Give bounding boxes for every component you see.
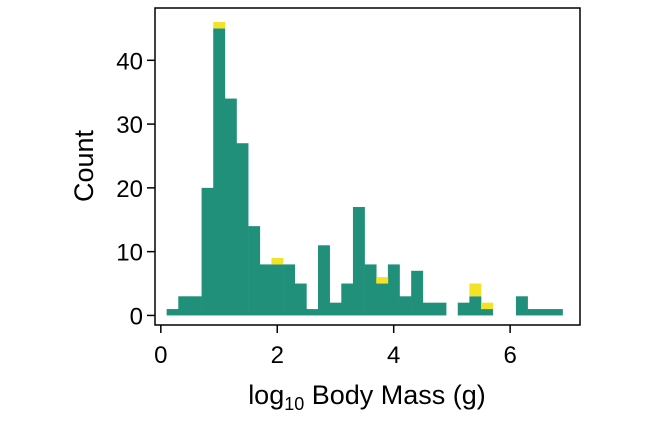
histogram-bar-s0-b22 xyxy=(422,302,435,316)
x-axis-title-subscript: 10 xyxy=(284,394,304,414)
histogram-bar-s0-b7 xyxy=(248,226,261,316)
histogram-bar-s0-b27 xyxy=(481,309,493,316)
histogram-bar-s0-b32 xyxy=(539,309,552,316)
histogram-bar-s0-b18 xyxy=(376,283,389,316)
histogram-bar-s0-b5 xyxy=(224,98,237,316)
histogram-bar-s0-b4 xyxy=(213,28,226,316)
plot-frame xyxy=(154,7,581,326)
x-axis-title-rest: Body Mass (g) xyxy=(304,380,486,410)
histogram-bar-s1-b9 xyxy=(271,258,284,265)
y-tick-label: 10 xyxy=(116,240,143,267)
x-tick-label: 2 xyxy=(271,342,284,369)
histogram-bar-s0-b31 xyxy=(527,309,540,316)
y-tick-label: 20 xyxy=(116,176,143,203)
histogram-bar-s0-b10 xyxy=(283,264,296,316)
y-tick-label: 0 xyxy=(130,303,143,330)
x-axis-title: log10 Body Mass (g) xyxy=(248,380,486,414)
x-tick-label: 6 xyxy=(503,342,516,369)
histogram-bar-s0-b19 xyxy=(387,264,400,316)
histogram-bar-s0-b12 xyxy=(306,309,319,316)
y-tick-label: 40 xyxy=(116,48,143,75)
histogram-bar-s0-b26 xyxy=(469,296,482,316)
histogram-bar-s0-b30 xyxy=(515,296,528,316)
x-tick-label: 0 xyxy=(154,342,167,369)
histogram-bar-s0-b9 xyxy=(271,264,284,316)
histogram-bar-s0-b1 xyxy=(178,296,191,316)
histogram-bar-s0-b8 xyxy=(259,264,272,316)
histogram-bar-s1-b26 xyxy=(469,283,482,297)
histogram-bar-s0-b23 xyxy=(434,302,447,316)
histogram-bar-s0-b0 xyxy=(166,309,179,316)
histogram-bar-s0-b17 xyxy=(364,264,377,316)
x-tick-label: 4 xyxy=(387,342,400,369)
x-axis-ticks: 0 2 4 6 xyxy=(154,325,517,369)
histogram-bar-s0-b25 xyxy=(457,302,470,316)
y-tick-label: 30 xyxy=(116,112,143,139)
histogram-bar-s1-b18 xyxy=(376,277,389,284)
bars-layer xyxy=(166,22,563,316)
histogram-bar-s0-b16 xyxy=(352,207,365,316)
histogram-bar-s0-b3 xyxy=(201,187,214,316)
histogram-bar-s0-b14 xyxy=(329,302,342,316)
x-axis-title-log: log xyxy=(248,380,284,410)
y-axis-title: Count xyxy=(69,129,99,202)
histogram-bar-s0-b13 xyxy=(318,245,330,316)
histogram-bar-s0-b33 xyxy=(550,309,563,316)
histogram-bar-s0-b15 xyxy=(341,283,354,316)
histogram-bar-s0-b6 xyxy=(236,143,249,316)
histogram-bar-s0-b20 xyxy=(399,296,412,316)
histogram-bar-s0-b21 xyxy=(411,270,424,316)
y-axis-ticks: 0 10 20 30 40 xyxy=(116,48,155,330)
histogram-bar-s0-b11 xyxy=(294,283,307,316)
histogram-bar-s1-b27 xyxy=(481,302,493,310)
histogram-bar-s1-b4 xyxy=(213,22,226,29)
histogram-bar-s0-b2 xyxy=(189,296,202,316)
